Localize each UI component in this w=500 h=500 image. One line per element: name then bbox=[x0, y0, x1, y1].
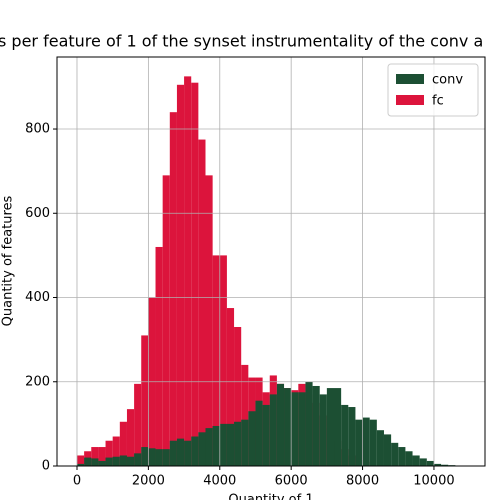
bar bbox=[241, 419, 249, 466]
bar bbox=[112, 436, 120, 466]
bar bbox=[191, 82, 199, 467]
chart-title: s per feature of 1 of the synset instrum… bbox=[0, 32, 483, 51]
bar bbox=[219, 255, 227, 466]
bar bbox=[98, 460, 106, 466]
bar bbox=[234, 421, 242, 466]
bar bbox=[234, 326, 242, 466]
bar bbox=[276, 383, 285, 466]
bar bbox=[184, 76, 192, 466]
bar bbox=[383, 434, 392, 466]
bar bbox=[319, 394, 327, 466]
bar bbox=[298, 392, 306, 466]
bar bbox=[433, 463, 442, 466]
bar bbox=[98, 447, 106, 466]
bar bbox=[262, 404, 270, 466]
y-tick-label: 800 bbox=[25, 122, 50, 137]
bar bbox=[155, 449, 163, 466]
bar bbox=[205, 428, 213, 466]
y-tick-label: 400 bbox=[25, 290, 50, 305]
bar bbox=[376, 430, 384, 466]
x-tick-label: 10000 bbox=[413, 474, 454, 489]
bar bbox=[76, 463, 85, 466]
x-tick-label: 8000 bbox=[346, 474, 379, 489]
bar bbox=[334, 388, 342, 466]
x-tick-label: 4000 bbox=[203, 474, 236, 489]
bar bbox=[326, 388, 335, 466]
bar bbox=[162, 175, 170, 466]
bar bbox=[169, 112, 177, 466]
bar bbox=[176, 84, 185, 467]
bar bbox=[312, 385, 320, 466]
bar bbox=[355, 419, 363, 466]
legend-swatch bbox=[396, 95, 424, 105]
bar bbox=[341, 404, 349, 466]
bar bbox=[305, 381, 313, 466]
bar bbox=[91, 447, 99, 466]
bar bbox=[84, 457, 92, 466]
bar bbox=[419, 458, 427, 466]
bar bbox=[198, 139, 206, 467]
legend-swatch bbox=[396, 74, 424, 84]
bar bbox=[119, 421, 127, 466]
bar bbox=[412, 455, 420, 466]
bar bbox=[291, 392, 299, 466]
bar bbox=[105, 457, 113, 466]
bar bbox=[219, 423, 227, 466]
bar bbox=[248, 411, 256, 466]
x-tick-label: 2000 bbox=[132, 474, 165, 489]
bar bbox=[105, 440, 113, 466]
bar bbox=[269, 394, 277, 466]
bar bbox=[141, 335, 149, 466]
bar bbox=[184, 440, 192, 466]
bar bbox=[205, 175, 213, 466]
bar bbox=[369, 419, 377, 466]
y-tick-label: 600 bbox=[25, 206, 50, 221]
bar bbox=[155, 246, 163, 466]
legend-label: conv bbox=[432, 73, 463, 88]
bar bbox=[162, 449, 170, 466]
bar bbox=[398, 447, 406, 466]
bar bbox=[126, 409, 135, 466]
bar bbox=[198, 432, 206, 466]
x-tick-label: 6000 bbox=[275, 474, 308, 489]
bar bbox=[362, 417, 370, 466]
bar bbox=[348, 407, 356, 466]
bar bbox=[76, 455, 85, 466]
bar bbox=[141, 447, 149, 466]
legend-label: fc bbox=[432, 94, 444, 109]
bar bbox=[405, 451, 413, 466]
bar bbox=[212, 255, 220, 466]
bar bbox=[148, 448, 156, 466]
bar bbox=[119, 455, 127, 466]
bar bbox=[212, 425, 220, 466]
y-axis-label: Quantity of features bbox=[1, 195, 16, 326]
bar bbox=[191, 436, 199, 466]
plot-frame bbox=[56, 56, 486, 467]
x-axis-label: Quantity of 1 bbox=[228, 493, 313, 500]
bar bbox=[226, 308, 235, 466]
bar bbox=[126, 456, 135, 466]
bar bbox=[112, 456, 120, 466]
bar bbox=[91, 458, 99, 466]
bar bbox=[441, 464, 449, 466]
bar bbox=[134, 383, 142, 466]
bar bbox=[426, 460, 434, 466]
bar bbox=[226, 423, 235, 466]
bar bbox=[176, 438, 185, 466]
bar bbox=[169, 440, 177, 466]
bar bbox=[391, 442, 399, 466]
y-tick-label: 0 bbox=[42, 459, 50, 474]
x-tick-label: 0 bbox=[73, 474, 81, 489]
bar bbox=[241, 364, 249, 466]
bar bbox=[134, 453, 142, 466]
y-tick-label: 200 bbox=[25, 374, 50, 389]
bar bbox=[255, 400, 263, 466]
bar bbox=[284, 388, 292, 466]
